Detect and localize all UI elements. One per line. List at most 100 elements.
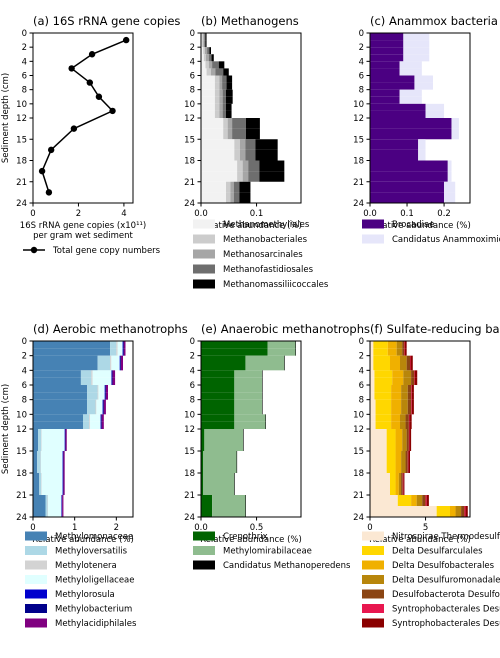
bar-segment [403,370,411,377]
bar-segment [201,83,215,90]
bar-segment [408,451,409,462]
bar-segment [219,61,225,68]
bar-segment [408,462,409,473]
bar-segment [414,76,433,83]
bar-segment [201,171,237,182]
bar-segment [392,370,403,377]
bar-segment [411,385,412,392]
bar-segment [262,385,263,392]
bar-segment [113,370,116,377]
bar-segment [295,348,296,355]
y-tick-label: 0 [190,337,195,347]
x-axis-label-line2: per gram wet sediment [33,231,133,241]
bar-segment [201,341,268,348]
bar-segment [370,414,376,421]
data-point [39,168,45,174]
bar-segment [201,111,215,118]
bar-segment [215,90,219,97]
bar-segment [223,111,226,118]
bar-segment [42,484,63,495]
bar-segment [98,363,111,370]
bar-segment [33,462,37,473]
bar-segment [33,429,38,440]
legend-label: Methanomethyliales [223,220,310,230]
bar-segment [370,192,444,203]
bar-segment [370,40,403,47]
bar-segment [400,363,407,370]
bar-segment [209,47,211,54]
bar-segment [403,473,404,484]
y-axis-label: Sediment depth (cm) [1,73,11,163]
y-tick-label: 12 [16,114,27,124]
bar-segment [370,495,398,506]
bar-segment [370,129,451,140]
y-tick-label: 8 [22,86,27,96]
bar-segment [96,407,97,414]
bar-segment [62,495,63,506]
bar-segment [409,440,410,451]
bar-segment [234,407,262,414]
bar-segment [409,414,410,421]
bar-segment [204,440,243,451]
bar-segment [400,356,407,363]
bar-segment [228,129,232,140]
bar-segment [98,385,99,392]
bar-segment [255,139,277,150]
bar-segment [422,495,425,506]
bar-segment [226,111,232,118]
bar-segment [234,378,262,385]
bar-segment [411,378,414,385]
bar-segment [63,462,64,473]
bar-segment [215,111,219,118]
bar-segment [202,40,203,47]
bar-segment [390,363,400,370]
bar-segment [98,392,99,399]
bar-segment [401,407,408,414]
bar-segment [201,68,207,75]
bar-segment [81,370,91,377]
y-tick-label: 4 [190,366,195,376]
y-tick-label: 18 [353,157,364,167]
legend-swatch [362,619,384,628]
bar-segment [387,462,396,473]
bar-segment [245,356,284,363]
bar-segment [410,356,411,363]
bar-segment [402,429,406,440]
y-tick-label: 15 [16,135,27,145]
bar-segment [223,104,226,111]
bar-segment [401,385,408,392]
bar-segment [397,348,403,355]
bar-segment [201,378,234,385]
legend-swatch [25,575,47,584]
bar-segment [376,422,392,429]
bar-segment [110,348,116,355]
y-tick-label: 12 [184,425,195,435]
bar-segment [374,378,392,385]
bar-segment [230,182,233,193]
bar-segment [246,118,260,129]
y-tick-label: 2 [190,43,195,53]
bar-segment [227,76,233,83]
bar-segment [444,192,455,203]
bar-segment [370,90,400,97]
bar-segment [230,192,233,203]
bar-segment [374,385,391,392]
bar-segment [201,90,215,97]
bar-segment [39,473,41,484]
legend-swatch [193,532,215,541]
bar-segment [33,422,83,429]
bar-segment [391,422,400,429]
y-tick-label: 6 [190,381,195,391]
bar-segment [212,54,214,61]
data-point [68,65,74,71]
bar-segment [201,182,226,193]
bar-segment [396,440,403,451]
bar-segment [400,414,406,421]
legend-label: Methyloligellaceae [55,576,135,586]
bar-segment [98,356,111,363]
bar-segment [388,341,397,348]
panel-title: (b) Methanogens [201,14,299,28]
bar-segment [104,407,106,414]
bar-segment [396,484,399,495]
y-tick-label: 24 [353,513,364,523]
